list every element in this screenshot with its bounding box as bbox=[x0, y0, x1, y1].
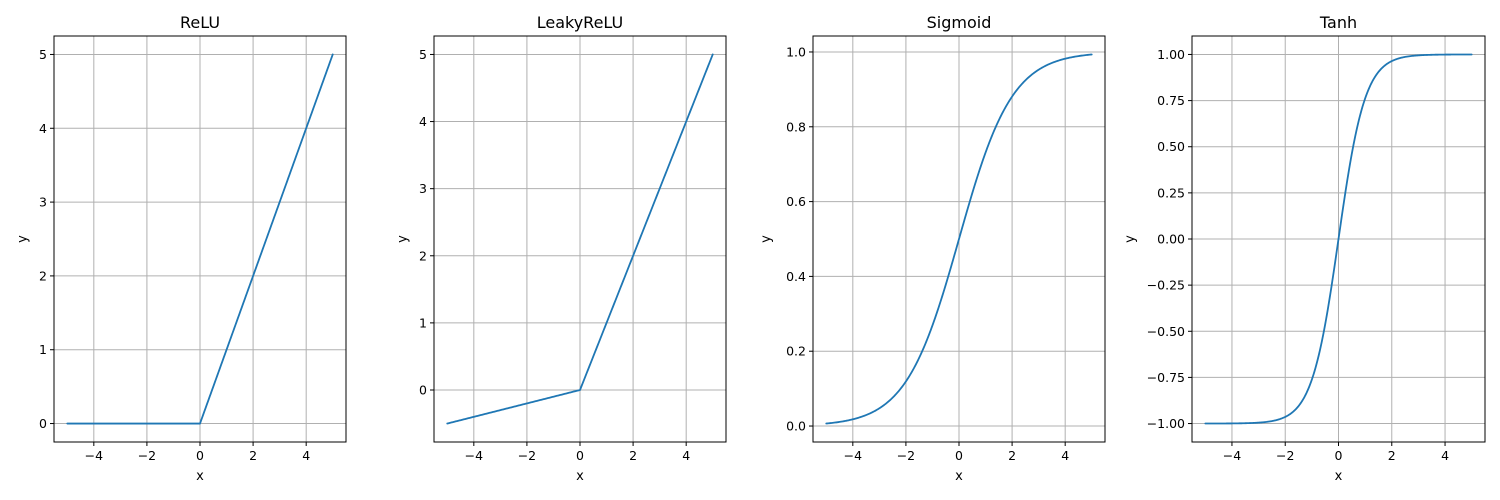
x-tick-label: −4 bbox=[844, 448, 862, 463]
chart-title: Sigmoid bbox=[927, 13, 992, 32]
x-tick-label: −4 bbox=[465, 448, 483, 463]
x-tick-label: 0 bbox=[196, 448, 204, 463]
x-tick-label: −2 bbox=[897, 448, 915, 463]
series-line-sigmoid bbox=[825, 53, 1093, 425]
x-tick-label: −2 bbox=[138, 448, 156, 463]
x-tick-label: 4 bbox=[302, 448, 310, 463]
x-tick-label: 0 bbox=[955, 448, 963, 463]
panel-leakyrelu: −4 −2 0 2 4 0 1 2 3 4 5 LeakyReLU x y bbox=[395, 13, 727, 484]
x-tick-label: −4 bbox=[1223, 448, 1241, 463]
y-tick-label: 2 bbox=[39, 268, 47, 283]
x-tick-label: −2 bbox=[1276, 448, 1294, 463]
y-tick-label: −0.75 bbox=[1147, 370, 1185, 385]
y-tick-label: −0.25 bbox=[1147, 278, 1185, 293]
series-line-relu bbox=[66, 53, 334, 425]
chart-title: LeakyReLU bbox=[537, 13, 624, 32]
y-tick-label: 3 bbox=[39, 195, 47, 210]
x-axis-label: x bbox=[576, 469, 584, 484]
y-tick-label: 0.2 bbox=[786, 344, 806, 359]
x-tick-label: 4 bbox=[1061, 448, 1069, 463]
y-tick-label: 1 bbox=[39, 342, 47, 357]
x-tick-label: 2 bbox=[629, 448, 637, 463]
x-tick-label: 0 bbox=[1335, 448, 1343, 463]
x-tick-label: 0 bbox=[576, 448, 584, 463]
y-tick-label: 4 bbox=[39, 121, 47, 136]
x-axis-label: x bbox=[1335, 469, 1343, 484]
series-line-tanh bbox=[1204, 53, 1473, 425]
y-tick-label: 0 bbox=[419, 382, 427, 397]
chart-title: Tanh bbox=[1319, 13, 1357, 32]
x-tick-label: −2 bbox=[518, 448, 536, 463]
y-tick-label: 1.0 bbox=[786, 44, 806, 59]
y-tick-label: −1.00 bbox=[1147, 416, 1185, 431]
y-tick-label: 0.4 bbox=[786, 269, 806, 284]
y-tick-label: 1 bbox=[419, 315, 427, 330]
y-tick-label: 4 bbox=[419, 114, 427, 129]
y-tick-label: 0.00 bbox=[1157, 232, 1185, 247]
y-tick-label: 0.50 bbox=[1157, 139, 1185, 154]
y-tick-label: 0 bbox=[39, 416, 47, 431]
y-tick-label: 5 bbox=[39, 47, 47, 62]
y-axis-label: y bbox=[759, 235, 774, 243]
y-tick-label: 1.00 bbox=[1157, 47, 1185, 62]
y-tick-label: 0.0 bbox=[786, 419, 806, 434]
series-line-leaky-relu bbox=[446, 53, 714, 425]
y-tick-label: 0.75 bbox=[1157, 93, 1185, 108]
panel-sigmoid: −4 −2 0 2 4 0.0 0.2 0.4 0.6 0.8 1.0 Sigmoid x y bbox=[759, 13, 1106, 484]
x-tick-label: −4 bbox=[85, 448, 103, 463]
y-axis-label: y bbox=[1123, 235, 1138, 243]
x-axis-label: x bbox=[955, 469, 963, 484]
y-tick-label: 2 bbox=[419, 248, 427, 263]
x-tick-label: 4 bbox=[682, 448, 690, 463]
y-tick-label: 5 bbox=[419, 47, 427, 62]
x-axis-label: x bbox=[196, 469, 204, 484]
y-axis-label: y bbox=[15, 235, 30, 243]
y-tick-label: 0.6 bbox=[786, 194, 806, 209]
panel-relu: −4 −2 0 2 4 0 1 2 3 4 5 ReLU x y bbox=[15, 13, 347, 484]
y-axis-label: y bbox=[395, 235, 410, 243]
y-tick-label: 3 bbox=[419, 181, 427, 196]
y-tick-label: 0.8 bbox=[786, 119, 806, 134]
panel-tanh: −4 −2 0 2 4 −1.00 −0.75 −0.50 −0.25 0.00 0.25 0.50 0… bbox=[1123, 13, 1486, 484]
x-tick-label: 2 bbox=[1388, 448, 1396, 463]
chart-title: ReLU bbox=[180, 13, 220, 32]
x-tick-label: 4 bbox=[1441, 448, 1449, 463]
y-tick-label: 0.25 bbox=[1157, 185, 1185, 200]
y-tick-label: −0.50 bbox=[1147, 324, 1185, 339]
x-tick-label: 2 bbox=[1008, 448, 1016, 463]
x-tick-label: 2 bbox=[249, 448, 257, 463]
